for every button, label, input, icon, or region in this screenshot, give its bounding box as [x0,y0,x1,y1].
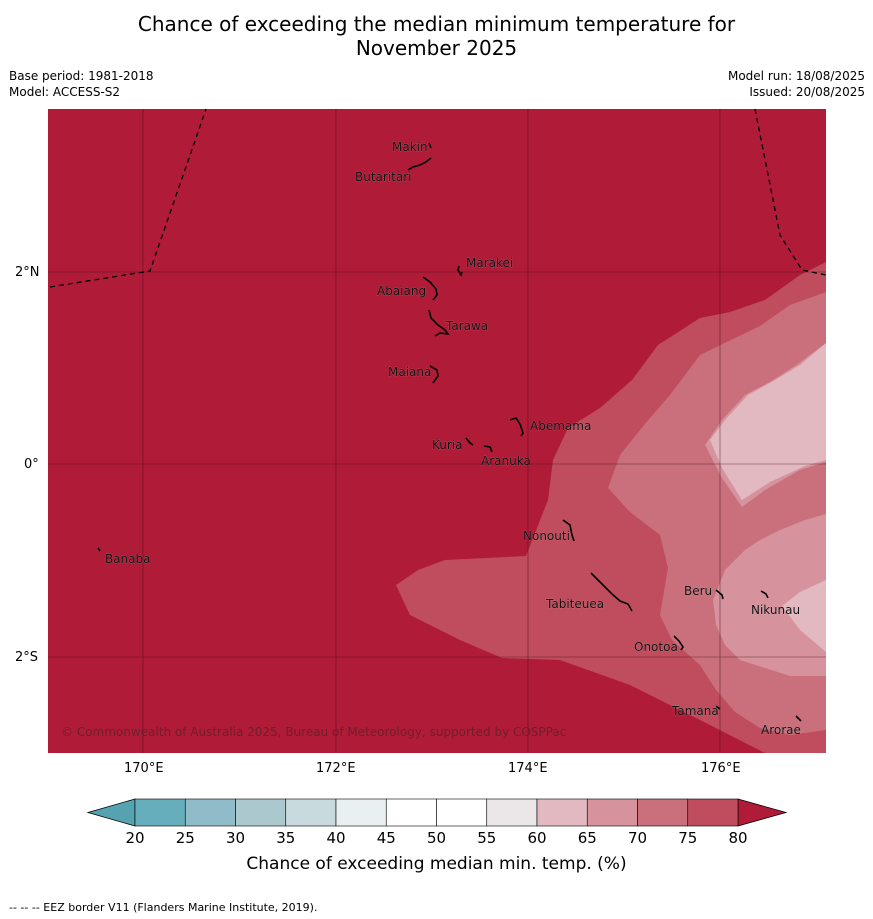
place-label: Kuria [432,438,463,452]
probability-map [48,109,826,753]
place-labels: Makin Butaritari Marakei Abaiang Tarawa … [105,140,801,738]
colorbar-swatch [184,798,236,827]
place-label: Tamana [671,704,719,718]
lon-label-176e: 176°E [701,761,741,776]
colorbar-swatch [687,798,739,827]
colorbar-tick-label: 20 [125,829,145,847]
place-label: Marakei [466,256,513,270]
issued-date: Issued: 20/08/2025 [749,85,865,99]
colorbar-tick-label: 25 [175,829,195,847]
title-line-1: Chance of exceeding the median minimum t… [137,12,736,36]
colorbar-swatch [134,798,186,827]
place-label: Tabiteuea [545,597,604,611]
place-label: Abemama [530,419,591,433]
colorbar-swatch [637,798,689,827]
colorbar-swatch [285,798,337,827]
colorbar-swatch [536,798,588,827]
place-label: Onotoa [634,640,678,654]
place-label: Makin [392,140,428,154]
place-label: Nikunau [751,603,800,617]
colorbar-swatch [586,798,638,827]
lon-label-172e: 172°E [316,761,356,776]
place-label: Abaiang [377,284,426,298]
colorbar-tick-label: 35 [276,829,296,847]
eez-legend-note: -- -- -- EEZ border V11 (Flanders Marine… [9,901,318,914]
meta-right: Model run: 18/08/2025 Issued: 20/08/2025 [728,68,865,100]
model-run: Model run: 18/08/2025 [727,69,865,83]
place-label: Banaba [105,552,151,566]
colorbar-swatch [486,798,538,827]
place-label: Butaritari [355,170,412,184]
colorbar-tick-label: 65 [577,829,597,847]
copyright-text: © Commonwealth of Australia 2025, Bureau… [61,725,566,739]
place-label: Tarawa [445,319,488,333]
colorbar-tick-label: 50 [426,829,447,847]
eez-borders [49,108,827,288]
place-label: Nonouti [523,529,570,543]
colorbar-under-arrow [86,798,136,827]
colorbar-tick-label: 40 [326,829,346,847]
title-line-2: November 2025 [355,36,518,60]
place-label: Aranuka [481,454,531,468]
lon-label-174e: 174°E [508,761,548,776]
model-name: Model: ACCESS-S2 [9,85,121,99]
band-60-65 [710,343,826,500]
place-label: Arorae [761,723,801,737]
map-title: Chance of exceeding the median minimum t… [0,12,873,60]
colorbar-swatch [436,798,488,827]
colorbar-tick-label: 60 [527,829,547,847]
colorbar-tick-label: 55 [477,829,497,847]
colorbar-tick-label: 75 [678,829,698,847]
colorbar-swatch [335,798,387,827]
colorbar-title: Chance of exceeding median min. temp. (%… [246,854,627,874]
lat-label-2s: 2°S [15,650,39,665]
lat-label-2n: 2°N [15,265,40,280]
meta-left: Base period: 1981-2018 Model: ACCESS-S2 [9,68,154,100]
colorbar-tick-label: 80 [728,829,748,847]
colorbar-over-arrow [737,798,788,827]
graticule [48,109,826,753]
place-label: Beru [684,584,712,598]
place-label: Maiana [388,365,431,379]
colorbar-swatch [235,798,287,827]
colorbar [86,798,788,827]
island-outlines [97,142,802,722]
colorbar-tick-label: 45 [376,829,396,847]
colorbar-tick-label: 30 [225,829,246,847]
lon-label-170e: 170°E [124,761,164,776]
lat-label-0: 0° [24,457,39,472]
colorbar-swatch [385,798,437,827]
base-period: Base period: 1981-2018 [9,69,154,83]
band-60-65-south [782,580,826,652]
colorbar-tick-label: 70 [627,829,648,847]
